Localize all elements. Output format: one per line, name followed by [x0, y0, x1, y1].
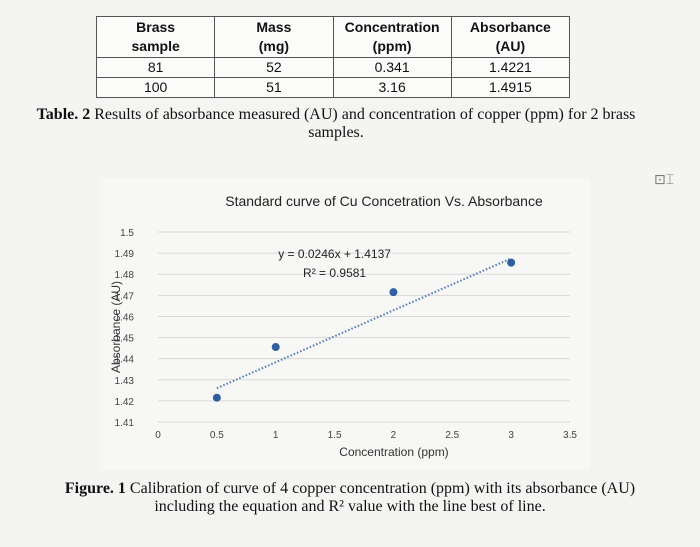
data-point	[507, 258, 516, 267]
figure-caption-text: Calibration of curve of 4 copper concent…	[125, 480, 636, 515]
y-tick-label: 1.46	[115, 312, 135, 323]
cell-sample: 81	[95, 57, 216, 78]
r-squared-label: R² = 0.9581	[303, 266, 366, 280]
table-caption: Table. 2 Results of absorbance measured …	[16, 106, 656, 142]
cell-absorbance: 1.4915	[450, 77, 571, 98]
scatter-chart: 1.41 1.42 1.43 1.44 1.45 1.46 1.47 1.48 1.49 1.5 0…	[109, 193, 577, 459]
y-tick-label: 1.45	[115, 334, 135, 345]
cell-absorbance: 1.4221	[450, 57, 571, 78]
cell-mass: 51	[214, 77, 334, 98]
header-concentration: Concentration (ppm)	[332, 16, 452, 58]
x-tick-label: 2	[391, 430, 397, 441]
data-point	[212, 393, 221, 402]
data-point	[389, 288, 398, 297]
y-tick-label: 1.44	[115, 355, 135, 366]
x-tick-label: 0	[155, 430, 161, 441]
cell-concentration: 3.16	[332, 77, 452, 98]
figure-caption-label: Figure. 1	[64, 480, 126, 497]
y-tick-label: 1.42	[115, 397, 135, 408]
chart-title: Standard curve of Cu Concetration Vs. Ab…	[225, 193, 543, 209]
y-axis-label: Absorbance (AU)	[109, 281, 123, 373]
x-tick-label: 1	[273, 430, 279, 441]
figure-caption: Figure. 1 Calibration of curve of 4 copp…	[40, 480, 660, 516]
table-caption-text: Results of absorbance measured (AU) and …	[90, 106, 636, 141]
header-brass-sample: Brass sample	[95, 16, 216, 58]
table-row: 81 52 0.341 1.4221	[95, 57, 571, 78]
chart-area: 1.41 1.42 1.43 1.44 1.45 1.46 1.47 1.48 1.49 1.5 0…	[100, 178, 590, 470]
table-row: 100 51 3.16 1.4915	[95, 77, 571, 98]
header-mass: Mass (mg)	[214, 16, 334, 58]
resize-handle-icon[interactable]: ⊡⌶	[654, 172, 675, 188]
x-tick-label: 3	[508, 430, 514, 441]
x-tick-label: 0.5	[210, 430, 224, 441]
y-tick-label: 1.48	[115, 270, 135, 281]
results-table: Brass sample Mass (mg) Concentration (pp…	[95, 16, 571, 98]
table-header-row: Brass sample Mass (mg) Concentration (pp…	[95, 16, 571, 58]
cell-mass: 52	[214, 57, 334, 78]
data-point	[271, 343, 280, 352]
y-tick-label: 1.41	[115, 418, 135, 429]
y-tick-label: 1.43	[115, 376, 135, 387]
x-tick-label: 1.5	[328, 430, 342, 441]
trendline-equation: y = 0.0246x + 1.4137	[278, 247, 391, 261]
y-tick-label: 1.49	[115, 249, 135, 260]
trendline	[216, 257, 512, 390]
cell-sample: 100	[95, 77, 216, 98]
cell-concentration: 0.341	[332, 57, 452, 78]
table-caption-label: Table. 2	[36, 106, 91, 123]
x-axis-label: Concentration (ppm)	[339, 445, 448, 459]
y-tick-label: 1.47	[115, 291, 135, 302]
y-tick-label: 1.5	[120, 228, 134, 239]
header-absorbance: Absorbance (AU)	[450, 16, 571, 58]
x-tick-label: 2.5	[445, 430, 459, 441]
x-tick-label: 3.5	[563, 430, 577, 441]
